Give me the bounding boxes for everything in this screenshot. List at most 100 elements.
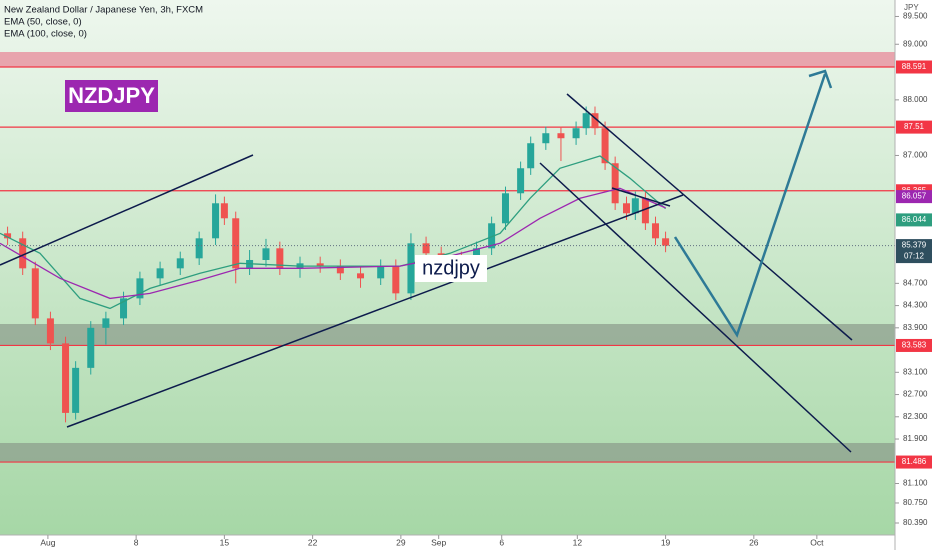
candle-body — [102, 318, 110, 328]
y-tick-label: 82.700 — [903, 390, 928, 399]
x-tick-label: Oct — [810, 537, 824, 547]
level-label-box — [896, 120, 932, 134]
last-price-label: 85.379 — [902, 241, 927, 250]
candle-body — [195, 238, 203, 259]
y-tick-label: 80.750 — [903, 498, 928, 507]
x-tick-label: Aug — [40, 537, 55, 547]
candle-body — [377, 266, 385, 279]
x-tick-label: 8 — [134, 537, 139, 547]
candle-body — [176, 258, 184, 269]
candle-body — [156, 268, 164, 279]
candle-body — [641, 198, 649, 224]
y-tick-label: 83.100 — [903, 367, 928, 376]
y-tick-label: 89.500 — [903, 12, 928, 21]
label-text: nzdjpy — [422, 257, 480, 279]
y-tick-label: 81.100 — [903, 479, 928, 488]
indicator-label: EMA (100, close, 0) — [4, 29, 87, 40]
support-zone — [0, 443, 895, 462]
candle-body — [582, 113, 590, 129]
y-tick-label: 89.000 — [903, 39, 928, 48]
series-layer — [0, 66, 895, 463]
ema-label-box — [896, 190, 932, 204]
support-zone — [0, 324, 895, 345]
candle-body — [601, 128, 609, 164]
x-tick-label: 15 — [220, 537, 230, 547]
symbol-title: New Zealand Dollar / Japanese Yen, 3h, F… — [4, 5, 203, 16]
x-tick-label: 6 — [499, 537, 504, 547]
candle-body — [262, 248, 270, 260]
candle-body — [212, 203, 220, 239]
y-tick-label: 82.300 — [903, 412, 928, 421]
candle-body — [120, 298, 128, 319]
candle-body — [557, 133, 565, 139]
trend-line — [539, 162, 852, 453]
candle-body — [407, 243, 415, 294]
y-tick-label: 84.300 — [903, 301, 928, 310]
candle-body — [19, 238, 27, 269]
y-tick-label: 83.900 — [903, 323, 928, 332]
x-tick-label: 19 — [661, 537, 671, 547]
x-tick-label: Sep — [431, 537, 446, 547]
candle-body — [220, 203, 228, 219]
candle-body — [527, 143, 535, 169]
level-label-box — [896, 60, 932, 74]
ema-label-box — [896, 213, 932, 227]
y-tick-label: 84.700 — [903, 278, 928, 287]
candle-body — [336, 266, 344, 274]
currency-label: JPY — [904, 3, 919, 12]
symbol-badge-text: NZDJPY — [68, 83, 155, 108]
candle-body — [31, 268, 39, 319]
trend-line — [566, 93, 853, 341]
y-tick-label: 87.000 — [903, 151, 928, 160]
candle-body — [276, 248, 284, 269]
level-label: 88.591 — [902, 62, 927, 71]
candle-body — [572, 128, 580, 139]
candle-body — [542, 133, 550, 144]
candle-body — [623, 203, 630, 214]
level-label-box — [896, 338, 932, 352]
candle-body — [62, 343, 70, 413]
level-label: 83.583 — [902, 341, 927, 350]
forecast-arrow — [673, 69, 833, 338]
y-tick-label: 88.000 — [903, 95, 928, 104]
candle-body — [46, 318, 54, 344]
x-tick-label: 12 — [573, 537, 583, 547]
ema-line — [0, 187, 666, 300]
candle-body — [232, 218, 240, 269]
y-tick-label: 81.900 — [903, 434, 928, 443]
candle-body — [136, 278, 144, 299]
y-tick-label: 80.390 — [903, 518, 928, 527]
trend-line — [0, 154, 254, 266]
candle-body — [87, 327, 95, 368]
candle-body — [392, 266, 400, 294]
candle-body — [651, 223, 659, 239]
candle-body — [488, 223, 496, 249]
trend-line — [611, 187, 671, 207]
candle-body — [517, 168, 525, 194]
candle-body — [662, 238, 670, 246]
x-tick-label: 22 — [308, 537, 318, 547]
trend-lines — [0, 93, 853, 453]
countdown-label: 07:12 — [904, 252, 925, 261]
trend-line — [66, 194, 684, 428]
symbol-badge — [65, 80, 158, 112]
forecast-path — [673, 73, 827, 338]
ema-line — [0, 155, 667, 310]
level-label: 81.486 — [902, 457, 927, 466]
x-tick-label: 29 — [396, 537, 406, 547]
candle-body — [72, 367, 80, 413]
resistance-zone — [0, 52, 895, 67]
candle-body — [4, 233, 12, 239]
arrow-head — [808, 69, 833, 89]
candle-body — [357, 273, 365, 279]
label-box — [415, 255, 487, 282]
ema-label: 86.044 — [902, 215, 927, 224]
x-tick-label: 26 — [749, 537, 759, 547]
candle-body — [316, 263, 324, 267]
candle-body — [631, 198, 639, 214]
candle-body — [422, 243, 430, 254]
ema-label: 86.057 — [902, 192, 927, 201]
candle-body — [611, 163, 619, 204]
